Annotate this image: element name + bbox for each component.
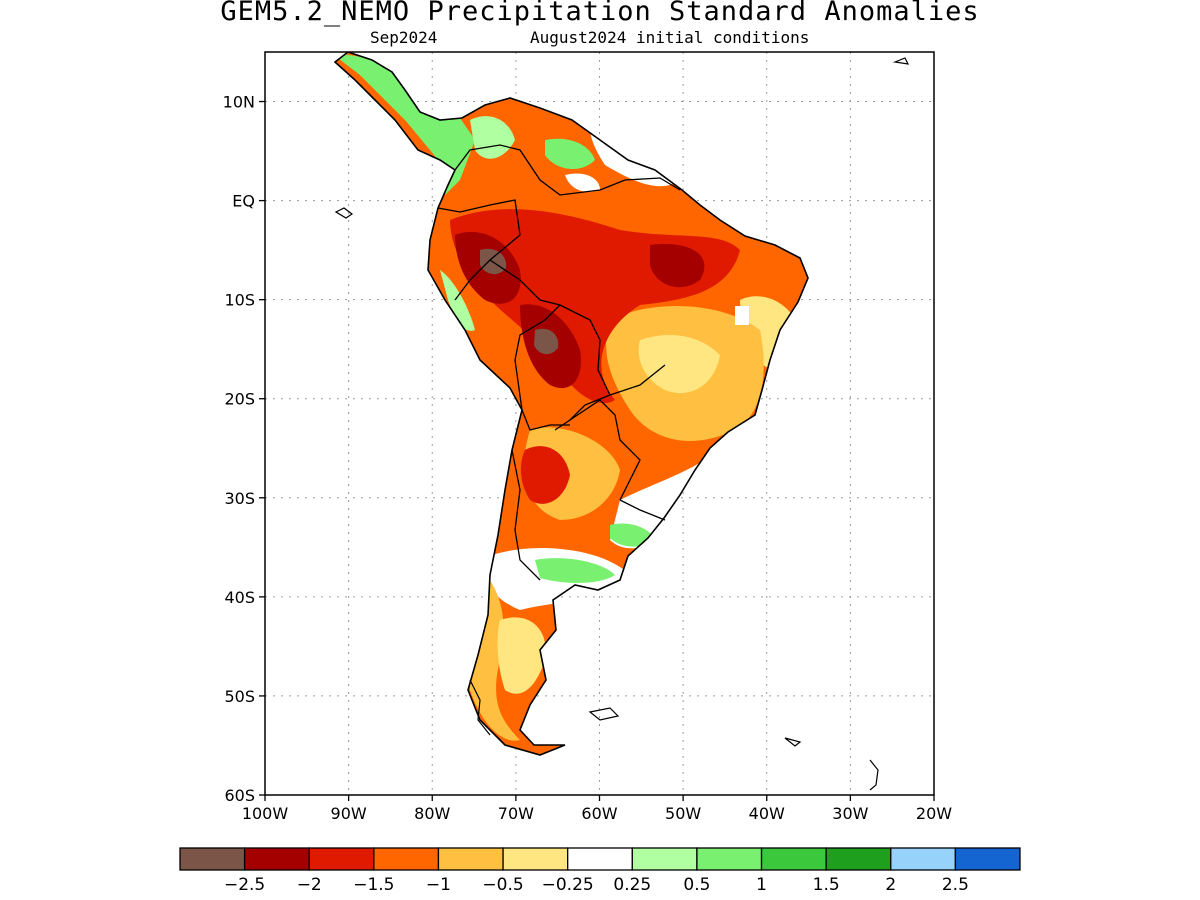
lat-tick-label: EQ	[232, 192, 255, 211]
lat-tick-label: 10S	[224, 291, 255, 310]
lon-tick-label: 30W	[832, 804, 868, 823]
colorbar-swatch	[890, 847, 957, 871]
lon-tick-label: 70W	[498, 804, 534, 823]
colorbar-label: 1.5	[813, 875, 840, 895]
colorbar: −2.5 −2 −1.5 −1 −0.5 −0.25 0.25 0.5 1 1.5 2 2.5	[179, 847, 1021, 895]
colorbar-swatch	[954, 847, 1021, 871]
colorbar-swatch	[567, 847, 633, 871]
lon-tick-label: 60W	[581, 804, 617, 823]
colorbar-label: −1.5	[353, 875, 394, 895]
colorbar-swatch	[179, 847, 246, 871]
lon-tick-label: 50W	[665, 804, 701, 823]
figure-title: GEM5.2_NEMO Precipitation Standard Anoma…	[220, 0, 980, 27]
colorbar-swatch	[308, 847, 375, 871]
colorbar-label: 0.5	[683, 875, 710, 895]
coastline	[333, 52, 809, 756]
colorbar-swatch	[373, 847, 440, 871]
colorbar-swatch	[502, 847, 569, 871]
lon-tick-label: 100W	[242, 804, 289, 823]
lat-tick-label: 10N	[223, 93, 255, 112]
lon-tick-label: 90W	[331, 804, 367, 823]
longitude-axis: 100W 90W 80W 70W 60W 50W 40W 30W 20W	[242, 795, 952, 823]
colorbar-swatch	[631, 847, 698, 871]
colorbar-label: 1	[756, 875, 767, 895]
colorbar-swatch	[696, 847, 763, 871]
lat-tick-label: 30S	[224, 489, 255, 508]
colorbar-label: 2	[885, 875, 896, 895]
lat-tick-label: 50S	[224, 687, 255, 706]
colorbar-label: 0.25	[613, 875, 651, 895]
colorbar-swatch	[243, 847, 310, 871]
islands	[334, 57, 910, 791]
lat-tick-label: 40S	[224, 588, 255, 607]
initial-conditions: August2024 initial conditions	[530, 28, 810, 47]
lon-tick-label: 80W	[414, 804, 450, 823]
colorbar-label: −0.25	[542, 875, 594, 895]
colorbar-label: −1	[426, 875, 451, 895]
lon-tick-label: 20W	[916, 804, 952, 823]
colorbar-label: 2.5	[942, 875, 969, 895]
colorbar-swatch	[437, 847, 504, 871]
colorbar-label: −2	[297, 875, 322, 895]
lat-tick-label: 20S	[224, 390, 255, 409]
forecast-month: Sep2024	[370, 28, 438, 47]
colorbar-swatch	[825, 847, 892, 871]
colorbar-swatch	[760, 847, 827, 871]
lon-tick-label: 40W	[749, 804, 785, 823]
latitude-axis: 10N EQ 10S 20S 30S 40S 50S 60S	[223, 93, 265, 805]
colorbar-label: −2.5	[224, 875, 265, 895]
country-borders	[437, 144, 681, 581]
colorbar-label: −0.5	[482, 875, 523, 895]
lat-tick-label: 60S	[224, 786, 255, 805]
